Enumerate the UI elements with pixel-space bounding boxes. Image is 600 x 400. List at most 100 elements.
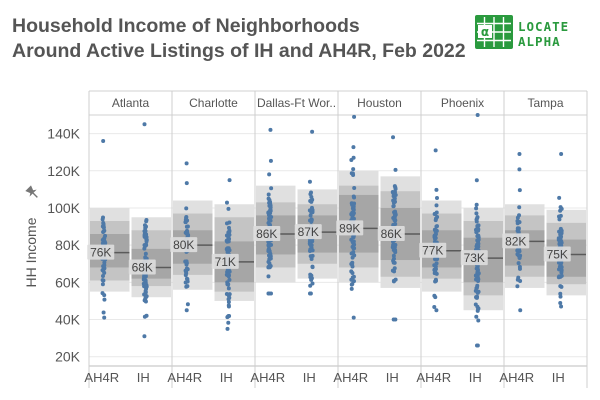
data-point (434, 224, 439, 229)
data-point (100, 278, 105, 283)
data-point (349, 269, 354, 274)
data-point (476, 271, 481, 276)
data-point (393, 199, 398, 204)
data-point (474, 211, 479, 216)
logo-text-line-2: ALPHA (518, 34, 561, 49)
y-tick-label: 60K (55, 274, 81, 290)
data-point (390, 268, 395, 273)
data-point (475, 234, 480, 239)
data-point (184, 161, 189, 166)
data-point (185, 224, 190, 229)
data-point (474, 244, 479, 249)
data-point (102, 293, 107, 298)
group-label: IH (552, 370, 565, 385)
data-point (476, 277, 481, 282)
median-label: 87K (298, 225, 319, 239)
median-label-bg (170, 237, 198, 253)
median-label: 80K (173, 238, 194, 252)
y-tick-label: 40K (55, 312, 81, 328)
data-point (308, 242, 313, 247)
data-point (391, 135, 396, 140)
data-point (434, 308, 439, 313)
median-label-bg (460, 250, 488, 266)
median-label-bg (336, 220, 364, 236)
data-point (308, 247, 313, 252)
data-point (559, 152, 564, 157)
data-point (558, 213, 563, 218)
group-label: AH4R (333, 370, 368, 385)
data-point (227, 295, 232, 300)
data-point (349, 158, 354, 163)
data-point (557, 195, 562, 200)
data-point (351, 250, 356, 255)
data-point (351, 167, 356, 172)
logo-wordmark: LOCATE ALPHA (518, 19, 569, 49)
data-point (516, 247, 521, 252)
facet-header-3: Houston (357, 96, 402, 110)
data-point (102, 297, 107, 302)
data-point (184, 269, 189, 274)
data-point (474, 230, 479, 235)
group-label: IH (386, 370, 399, 385)
group-label: IH (303, 370, 316, 385)
median-label: 82K (505, 234, 526, 248)
data-point (226, 206, 231, 211)
data-point (307, 179, 312, 184)
data-point (558, 294, 563, 299)
data-point (184, 276, 189, 281)
data-point (266, 259, 271, 264)
data-point (143, 292, 148, 297)
logo-text-line-1: LOCATE (518, 19, 570, 34)
data-point (434, 196, 439, 201)
data-point (266, 192, 271, 197)
data-point (227, 229, 232, 234)
data-point (308, 291, 313, 296)
chart-title-line-1: Household Income of Neighborhoods (12, 15, 360, 37)
median-label-bg (419, 242, 447, 258)
median-label-bg (377, 225, 405, 241)
data-point (517, 152, 522, 157)
data-point (432, 305, 437, 310)
data-point (226, 320, 231, 325)
data-point (351, 194, 356, 199)
data-point (309, 199, 314, 204)
data-point (352, 186, 357, 191)
data-point (433, 295, 438, 300)
data-point (309, 273, 314, 278)
data-point (559, 267, 564, 272)
group-label: AH4R (167, 370, 202, 385)
data-point (144, 284, 149, 289)
data-point (476, 237, 481, 242)
median-label-bg (87, 244, 115, 260)
data-point (227, 178, 232, 183)
data-point (183, 280, 188, 285)
data-point (142, 122, 147, 127)
group-label: IH (137, 370, 150, 385)
data-point (351, 274, 356, 279)
data-point (184, 231, 189, 236)
data-point (434, 216, 439, 221)
data-point (391, 253, 396, 258)
data-point (352, 114, 357, 119)
data-point (393, 167, 398, 172)
data-point (142, 234, 147, 239)
locate-alpha-logo: α LOCATE ALPHA (475, 15, 593, 49)
data-point (432, 236, 437, 241)
data-point (474, 343, 479, 348)
chart-title-line-2: Around Active Listings of IH and AH4R, F… (12, 40, 466, 62)
group-label: AH4R (250, 370, 285, 385)
data-point (141, 277, 146, 282)
data-point (517, 188, 522, 193)
data-point (515, 284, 520, 289)
data-point (475, 290, 480, 295)
data-point (101, 310, 106, 315)
data-point (266, 274, 271, 279)
data-point (226, 282, 231, 287)
data-point (516, 275, 521, 280)
data-point (268, 158, 273, 163)
y-tick-label: 120K (47, 163, 80, 179)
data-point (184, 262, 189, 267)
data-point (266, 196, 271, 201)
data-point (556, 275, 561, 280)
data-point (517, 205, 522, 210)
